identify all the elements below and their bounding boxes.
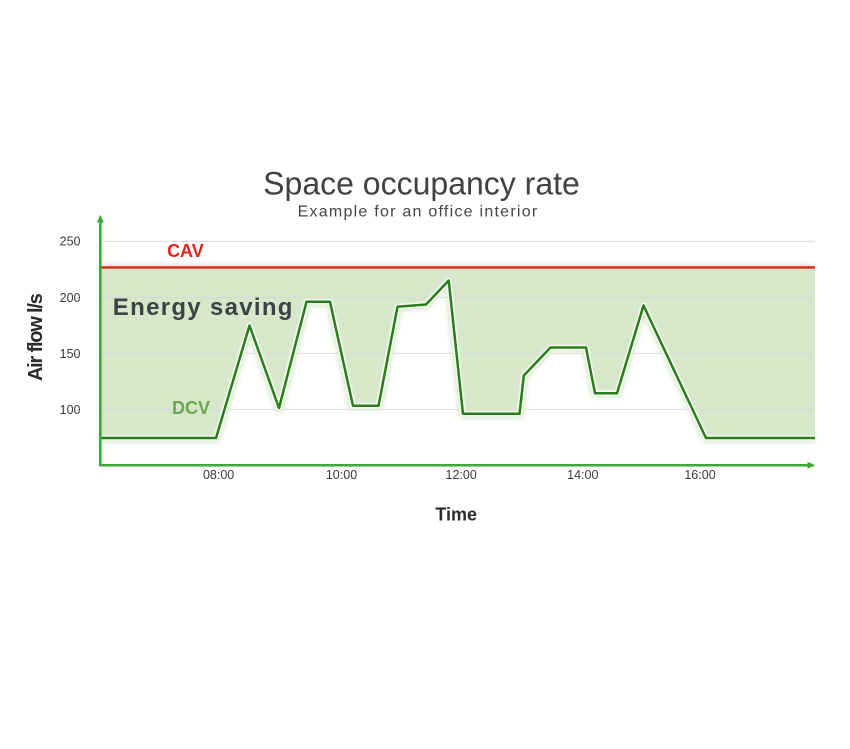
svg-text:14:00: 14:00 bbox=[567, 468, 598, 482]
svg-text:250: 250 bbox=[60, 235, 81, 249]
svg-text:Space occupancy rate: Space occupancy rate bbox=[263, 166, 580, 202]
svg-text:10:00: 10:00 bbox=[326, 468, 357, 482]
svg-text:Example for an office interior: Example for an office interior bbox=[298, 203, 539, 220]
svg-text:DCV: DCV bbox=[172, 398, 210, 418]
svg-text:200: 200 bbox=[60, 291, 81, 305]
svg-text:08:00: 08:00 bbox=[203, 468, 234, 482]
svg-text:150: 150 bbox=[60, 347, 81, 361]
svg-text:Energy saving: Energy saving bbox=[113, 294, 294, 321]
svg-text:100: 100 bbox=[60, 403, 81, 417]
svg-text:16:00: 16:00 bbox=[684, 468, 715, 482]
svg-text:Time: Time bbox=[435, 504, 477, 524]
svg-text:CAV: CAV bbox=[167, 241, 204, 261]
svg-text:12:00: 12:00 bbox=[446, 468, 477, 482]
svg-text:Air flow l/s: Air flow l/s bbox=[25, 293, 47, 381]
